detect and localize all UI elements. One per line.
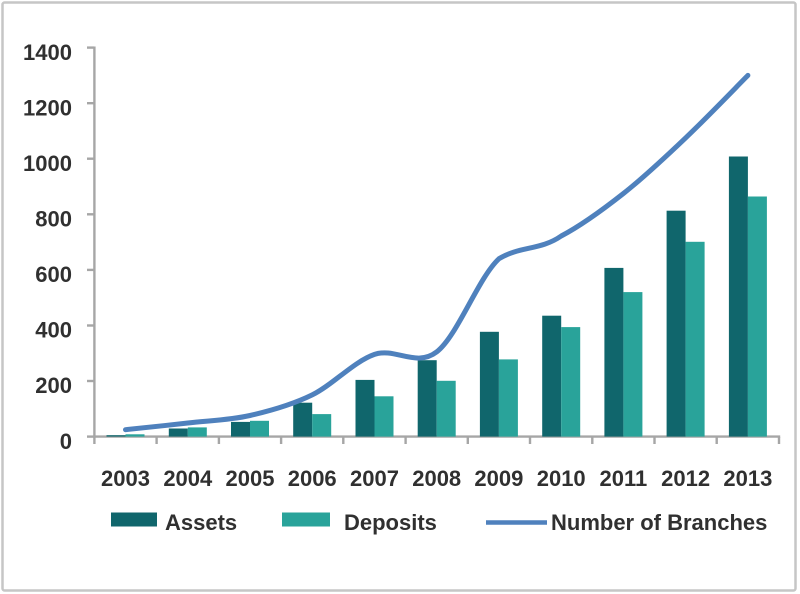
svg-text:2009: 2009 bbox=[474, 466, 523, 491]
svg-text:Assets: Assets bbox=[165, 510, 237, 535]
svg-text:2012: 2012 bbox=[661, 466, 710, 491]
svg-text:1400: 1400 bbox=[23, 40, 72, 65]
svg-text:1200: 1200 bbox=[23, 95, 72, 120]
svg-text:2003: 2003 bbox=[101, 466, 150, 491]
svg-text:0: 0 bbox=[60, 429, 72, 454]
svg-text:Deposits: Deposits bbox=[344, 510, 437, 535]
svg-text:600: 600 bbox=[35, 262, 72, 287]
svg-text:2004: 2004 bbox=[163, 466, 213, 491]
svg-text:1000: 1000 bbox=[23, 151, 72, 176]
svg-text:2008: 2008 bbox=[412, 466, 461, 491]
svg-text:2007: 2007 bbox=[350, 466, 399, 491]
svg-text:200: 200 bbox=[35, 373, 72, 398]
svg-text:Number of Branches: Number of Branches bbox=[551, 510, 767, 535]
svg-text:800: 800 bbox=[35, 207, 72, 232]
svg-text:2011: 2011 bbox=[600, 466, 648, 491]
svg-text:2006: 2006 bbox=[288, 466, 337, 491]
svg-text:2005: 2005 bbox=[226, 466, 275, 491]
svg-text:2013: 2013 bbox=[723, 466, 772, 491]
svg-text:400: 400 bbox=[35, 318, 72, 343]
svg-text:2010: 2010 bbox=[537, 466, 586, 491]
